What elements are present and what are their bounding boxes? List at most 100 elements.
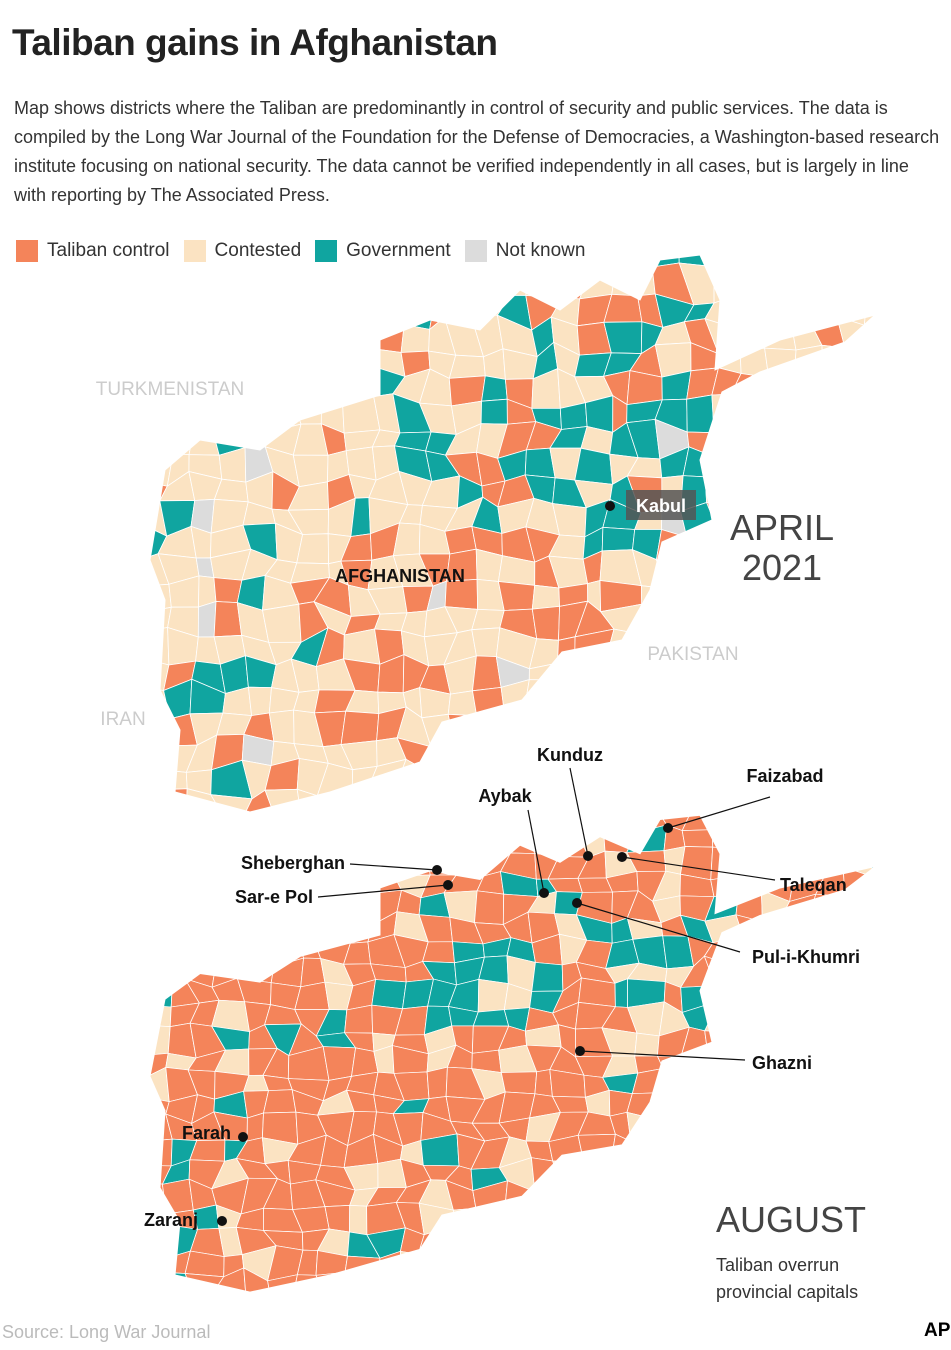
district bbox=[150, 890, 171, 925]
city-dot bbox=[572, 898, 582, 908]
district bbox=[813, 1044, 847, 1080]
district bbox=[690, 1165, 720, 1188]
district bbox=[688, 1267, 713, 1293]
district bbox=[212, 937, 252, 963]
city-label: Taleqan bbox=[780, 875, 847, 895]
district bbox=[170, 788, 188, 812]
district bbox=[758, 424, 799, 451]
district bbox=[551, 1251, 591, 1272]
district bbox=[870, 944, 875, 963]
district bbox=[761, 1069, 798, 1102]
district bbox=[843, 657, 875, 684]
district bbox=[272, 266, 300, 302]
district bbox=[704, 1094, 736, 1121]
legend-label: Government bbox=[346, 240, 451, 261]
district bbox=[900, 661, 920, 685]
district bbox=[324, 825, 344, 857]
district bbox=[782, 730, 818, 765]
leader-line bbox=[621, 856, 776, 881]
district bbox=[677, 1139, 713, 1170]
district bbox=[479, 255, 512, 267]
district bbox=[888, 1023, 918, 1058]
leader-line bbox=[317, 884, 449, 898]
district bbox=[784, 368, 824, 404]
district bbox=[448, 354, 486, 379]
district bbox=[445, 828, 472, 859]
district bbox=[291, 816, 319, 848]
district bbox=[711, 786, 744, 812]
district bbox=[704, 453, 745, 482]
district bbox=[548, 1202, 589, 1235]
district bbox=[210, 794, 253, 812]
district bbox=[220, 826, 250, 855]
city-dot bbox=[238, 1132, 248, 1142]
district bbox=[638, 1289, 659, 1293]
district bbox=[447, 713, 484, 741]
district bbox=[272, 823, 302, 842]
district bbox=[836, 1002, 875, 1032]
district bbox=[838, 736, 870, 765]
district bbox=[243, 255, 278, 275]
district bbox=[834, 1158, 875, 1184]
district bbox=[471, 627, 501, 658]
period-label: APRIL bbox=[730, 507, 834, 548]
district bbox=[689, 1293, 710, 1325]
district bbox=[472, 1289, 510, 1293]
district bbox=[869, 525, 875, 565]
district bbox=[268, 321, 305, 356]
district bbox=[421, 819, 450, 848]
district bbox=[864, 760, 875, 794]
district bbox=[425, 824, 447, 859]
district bbox=[637, 266, 656, 297]
district bbox=[418, 255, 460, 270]
district bbox=[162, 821, 186, 846]
district bbox=[552, 1160, 585, 1192]
district bbox=[735, 914, 763, 941]
district bbox=[366, 808, 409, 812]
district bbox=[453, 733, 484, 771]
district bbox=[272, 255, 302, 270]
district bbox=[839, 763, 871, 793]
district bbox=[756, 785, 786, 812]
district bbox=[150, 266, 173, 305]
district bbox=[870, 1209, 875, 1237]
district bbox=[836, 574, 866, 613]
district bbox=[651, 732, 688, 764]
district bbox=[814, 1095, 839, 1126]
district bbox=[892, 793, 923, 820]
district bbox=[732, 1155, 761, 1191]
district bbox=[150, 815, 174, 831]
district bbox=[758, 705, 793, 742]
district bbox=[629, 795, 656, 812]
district bbox=[395, 786, 434, 812]
district bbox=[341, 808, 379, 812]
district bbox=[626, 1202, 668, 1234]
district bbox=[262, 815, 293, 834]
district bbox=[873, 979, 875, 1015]
district bbox=[212, 270, 245, 302]
district bbox=[765, 266, 797, 299]
district bbox=[523, 679, 560, 718]
district bbox=[166, 269, 199, 301]
district bbox=[639, 1177, 668, 1206]
district bbox=[380, 844, 403, 877]
district bbox=[587, 1297, 609, 1324]
district bbox=[445, 255, 487, 267]
district bbox=[819, 682, 851, 713]
district bbox=[841, 422, 873, 460]
district bbox=[836, 808, 875, 812]
district bbox=[766, 853, 797, 875]
district bbox=[287, 815, 329, 834]
district bbox=[499, 1253, 536, 1281]
leader-line bbox=[349, 863, 438, 871]
district bbox=[788, 424, 818, 451]
district bbox=[150, 1005, 172, 1027]
district bbox=[575, 680, 603, 720]
district bbox=[838, 707, 870, 740]
district bbox=[603, 1177, 641, 1212]
district bbox=[422, 941, 455, 964]
district bbox=[379, 288, 407, 326]
district bbox=[734, 1000, 768, 1034]
district bbox=[844, 1047, 875, 1080]
district bbox=[791, 1156, 825, 1191]
